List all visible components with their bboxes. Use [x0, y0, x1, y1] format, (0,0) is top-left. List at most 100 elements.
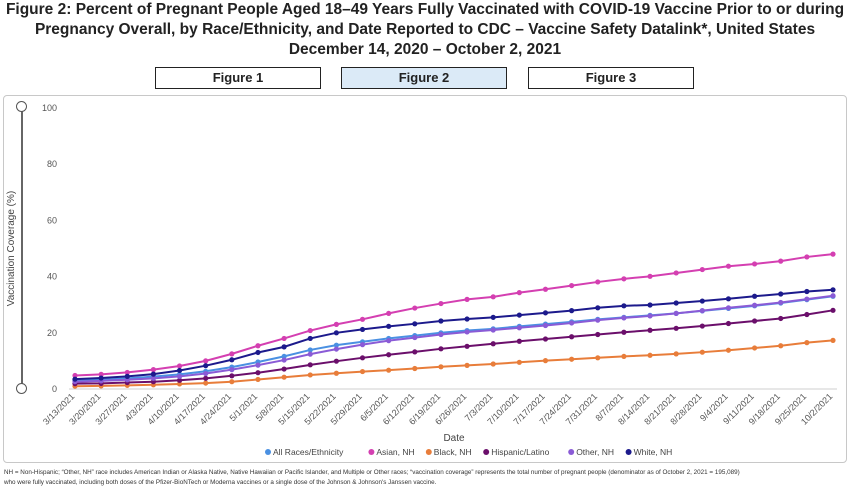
- data-point: [673, 310, 679, 317]
- data-point: [830, 251, 836, 257]
- title-line-3: December 14, 2020 – October 2, 2021: [288, 41, 562, 58]
- data-point: [725, 296, 732, 302]
- data-point: [333, 370, 339, 376]
- y-range-slider-top-handle[interactable]: [16, 101, 27, 112]
- tab-figure-1[interactable]: Figure 1: [155, 67, 321, 89]
- data-point: [229, 351, 235, 357]
- data-point: [673, 270, 679, 276]
- data-point: [150, 375, 157, 381]
- data-point: [542, 310, 549, 316]
- data-point: [150, 371, 157, 377]
- data-point: [359, 326, 366, 333]
- data-point: [412, 305, 418, 311]
- legend-label: Asian, NH: [376, 447, 414, 457]
- tab-figure-2[interactable]: Figure 2: [341, 67, 507, 89]
- y-tick-label: 20: [47, 328, 57, 338]
- data-point: [359, 355, 366, 361]
- legend-marker: [483, 449, 490, 455]
- series-line: [74, 294, 834, 383]
- data-point: [699, 349, 705, 355]
- data-point: [176, 377, 183, 383]
- data-point: [778, 299, 784, 306]
- data-point: [438, 300, 444, 307]
- data-point: [490, 361, 496, 367]
- data-point: [490, 341, 496, 347]
- data-point: [647, 273, 653, 279]
- data-point: [725, 263, 732, 269]
- data-point: [359, 342, 366, 348]
- data-point: [359, 316, 366, 322]
- data-point: [412, 334, 418, 341]
- data-point: [203, 380, 209, 386]
- data-point: [516, 290, 522, 296]
- data-point: [673, 325, 679, 331]
- data-point: [647, 327, 653, 333]
- data-point: [176, 381, 183, 387]
- data-point: [386, 323, 392, 329]
- data-point: [542, 336, 549, 342]
- data-point: [333, 358, 339, 364]
- data-point: [699, 323, 705, 329]
- data-point: [359, 368, 366, 375]
- data-point: [124, 373, 130, 379]
- data-point: [516, 359, 522, 365]
- data-point: [203, 363, 209, 369]
- data-point: [281, 357, 287, 363]
- data-point: [281, 374, 287, 380]
- data-point: [542, 358, 549, 364]
- legend-label: Hispanic/Latino: [491, 447, 549, 457]
- data-point: [229, 357, 235, 363]
- data-point: [229, 373, 235, 379]
- data-point: [281, 335, 287, 342]
- data-point: [569, 320, 575, 326]
- data-point: [830, 287, 836, 293]
- data-point: [412, 321, 418, 327]
- legend-label: All Races/Ethnicity: [273, 447, 344, 457]
- data-point: [307, 335, 313, 342]
- data-point: [804, 311, 810, 318]
- data-point: [124, 369, 130, 376]
- footnote-line-2: who were fully vaccinated, including bot…: [4, 479, 437, 486]
- legend-marker: [368, 449, 375, 455]
- data-point: [490, 294, 496, 300]
- legend-label: Other, NH: [576, 447, 614, 457]
- data-point: [751, 261, 758, 267]
- footnote-line-1: NH = Non-Hispanic; “Other, NH” race incl…: [4, 469, 740, 476]
- data-point: [569, 334, 575, 340]
- series-line: [74, 253, 834, 377]
- data-point: [751, 345, 758, 351]
- data-point: [307, 327, 313, 334]
- title-line-1: Figure 2: Percent of Pregnant People Age…: [5, 1, 845, 18]
- legend-label: Black, NH: [434, 447, 472, 457]
- y-range-slider-bottom-handle[interactable]: [16, 383, 27, 394]
- data-point: [307, 372, 313, 378]
- data-point: [569, 282, 575, 289]
- legend-marker: [568, 449, 575, 455]
- data-point: [751, 293, 758, 299]
- data-point: [255, 362, 261, 368]
- data-point: [438, 331, 444, 338]
- data-point: [569, 308, 575, 314]
- data-point: [438, 346, 444, 352]
- data-point: [516, 312, 522, 318]
- data-point: [699, 266, 705, 273]
- data-point: [725, 320, 732, 327]
- legend-marker: [425, 449, 432, 455]
- data-point: [386, 338, 392, 344]
- data-point: [464, 343, 470, 349]
- data-point: [516, 325, 522, 331]
- y-tick-label: 0: [52, 384, 57, 394]
- data-point: [725, 347, 732, 353]
- y-range-slider-track[interactable]: [21, 107, 23, 389]
- data-point: [490, 327, 496, 333]
- data-point: [203, 358, 209, 364]
- data-point: [673, 300, 679, 306]
- data-point: [98, 375, 104, 381]
- y-tick-label: 60: [47, 215, 57, 225]
- data-point: [804, 296, 810, 302]
- data-point: [778, 343, 784, 349]
- data-point: [150, 367, 157, 373]
- tab-figure-3[interactable]: Figure 3: [528, 67, 694, 89]
- data-point: [386, 352, 392, 358]
- x-axis-label: Date: [443, 433, 465, 444]
